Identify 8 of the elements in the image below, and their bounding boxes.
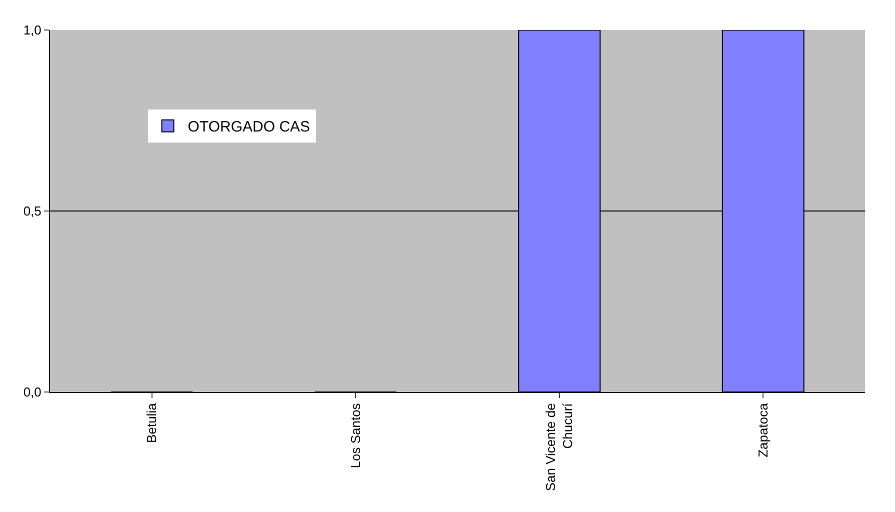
- x-tick-label: San Vicente de Chucurí: [543, 402, 576, 492]
- x-tick-label: Los Santos: [348, 402, 363, 468]
- y-tick-label: 1,0: [23, 22, 42, 38]
- x-tick-label: Betulia: [144, 402, 160, 443]
- legend-label: OTORGADO CAS: [188, 118, 310, 136]
- y-tick-label: 0,0: [23, 384, 42, 400]
- x-tick-label: Zapatoca: [755, 402, 770, 458]
- y-tick-label: 0,5: [23, 204, 42, 219]
